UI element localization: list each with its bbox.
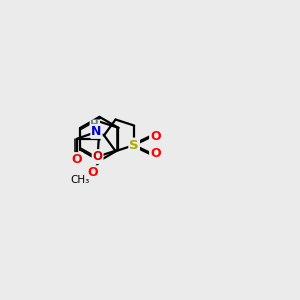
Text: O: O <box>150 147 161 160</box>
Text: H: H <box>91 120 99 130</box>
Text: O: O <box>150 130 161 143</box>
Text: N: N <box>91 125 102 138</box>
Text: O: O <box>71 153 82 166</box>
Text: O: O <box>93 150 103 163</box>
Text: O: O <box>88 166 98 179</box>
Text: CH₃: CH₃ <box>70 175 89 185</box>
Text: S: S <box>129 139 139 152</box>
